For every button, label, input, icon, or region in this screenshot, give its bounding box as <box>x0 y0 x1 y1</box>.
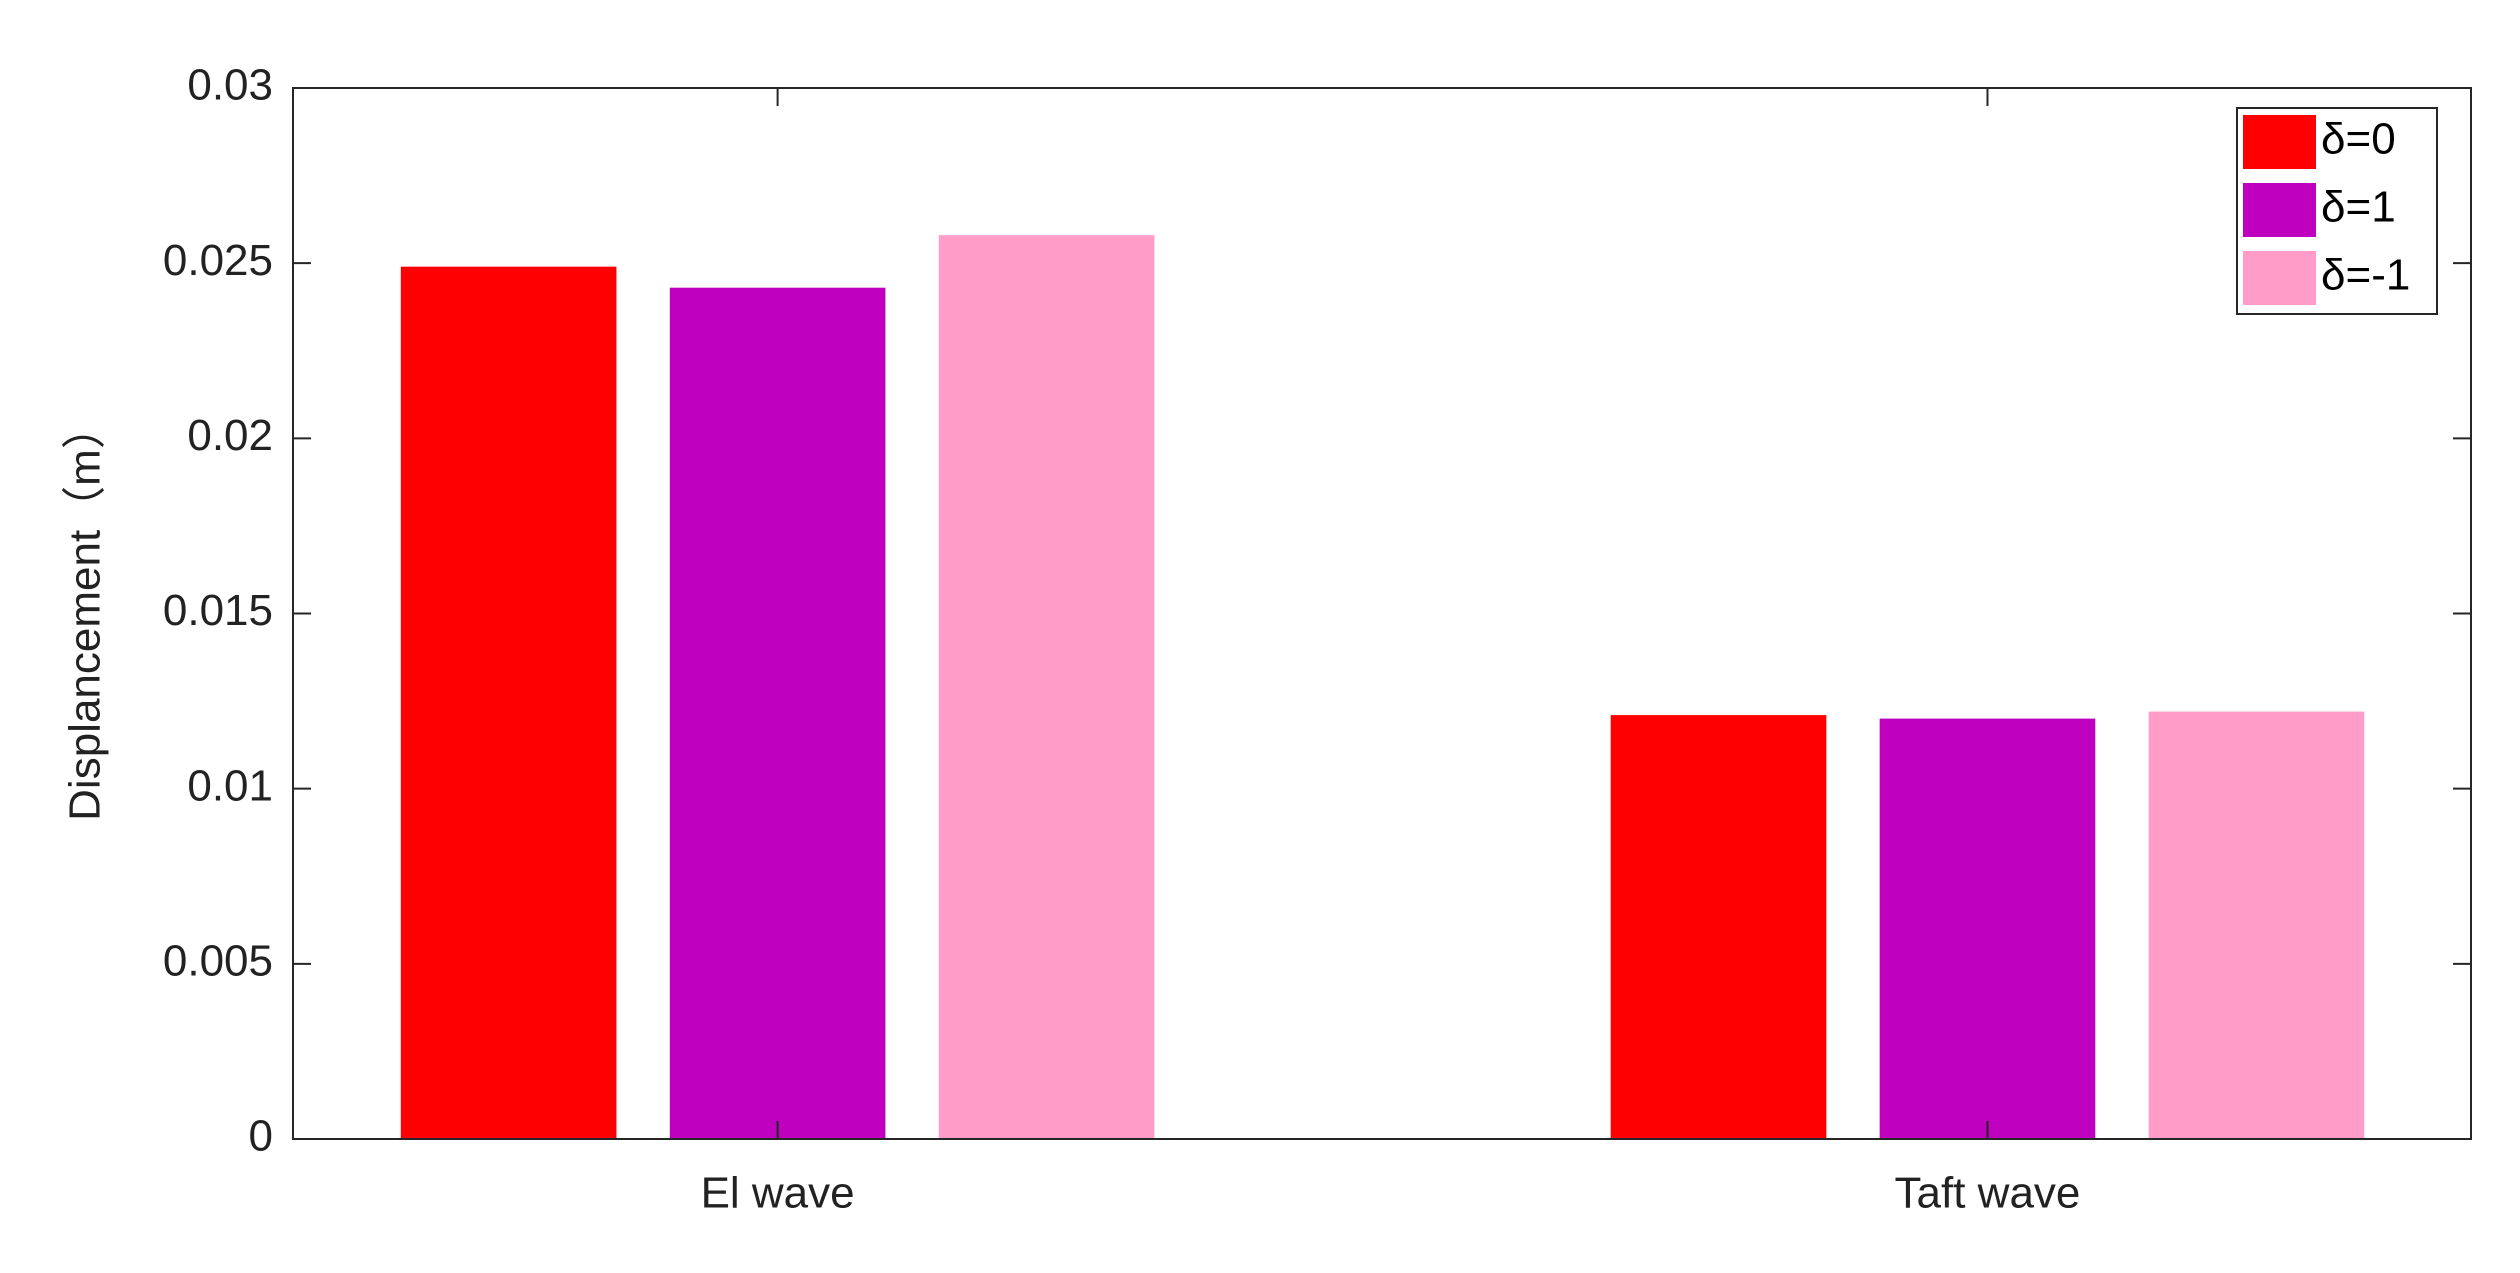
bar <box>669 287 886 1139</box>
y-tick-label: 0.005 <box>163 936 273 985</box>
y-tick-label: 0.025 <box>163 236 273 285</box>
y-tick-label: 0.03 <box>187 61 273 110</box>
axes-box <box>292 87 2472 1140</box>
x-tick-label: Taft wave <box>1895 1169 2081 1218</box>
legend-label: δ=-1 <box>2321 251 2410 300</box>
y-tick-label: 0.015 <box>163 586 273 635</box>
bar <box>1610 715 1827 1139</box>
y-tick-label: 0.01 <box>187 761 273 810</box>
legend-swatch <box>2243 183 2316 237</box>
bar <box>1879 718 2096 1139</box>
y-axis-label: Displancement（m） <box>61 405 110 821</box>
y-tick-label: 0.02 <box>187 411 273 460</box>
legend-swatch <box>2243 251 2316 305</box>
legend-label: δ=0 <box>2321 115 2396 164</box>
bar <box>938 235 1155 1139</box>
legend-label: δ=1 <box>2321 183 2396 232</box>
x-tick-label: El wave <box>701 1169 855 1218</box>
legend-swatch <box>2243 115 2316 169</box>
y-tick-label: 0 <box>249 1112 273 1161</box>
bar <box>400 266 617 1139</box>
bar <box>2148 711 2365 1139</box>
